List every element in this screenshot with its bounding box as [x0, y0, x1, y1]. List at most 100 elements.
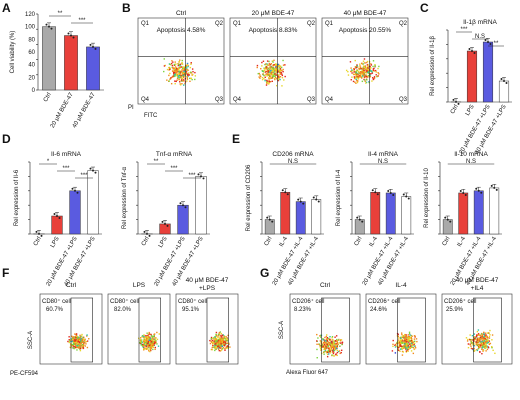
event-dot-g2 — [478, 339, 480, 341]
flow-plot-g1: CD206⁺ cell 24.6% — [365, 293, 437, 365]
event-dot-g2 — [487, 332, 490, 334]
f-xlabel: PE-CF594 — [10, 371, 39, 377]
event-dot-b2 — [374, 64, 376, 67]
panel-label-f: F — [2, 266, 9, 280]
event-dot-f1 — [152, 340, 155, 343]
datapoint-e3 — [490, 184, 493, 187]
event-dot-b2 — [362, 71, 365, 74]
event-dot-f1 — [150, 338, 152, 341]
event-dot-b2 — [363, 68, 365, 70]
event-dot-g0 — [330, 340, 333, 343]
event-dot-g0 — [319, 346, 321, 348]
event-dot-f2 — [219, 331, 221, 333]
event-dot-g1 — [397, 333, 399, 336]
event-dot-b1 — [277, 77, 279, 80]
event-dot-f2 — [223, 336, 225, 338]
event-dot-g2 — [484, 335, 487, 337]
event-dot-b0 — [173, 63, 176, 66]
event-dot-f2 — [221, 334, 224, 336]
datapoint-e1 — [299, 200, 302, 203]
event-dot-g0 — [326, 342, 329, 345]
event-dot-g0 — [330, 348, 333, 351]
event-dot-g0 — [333, 344, 335, 346]
event-dot-f0 — [79, 340, 82, 343]
event-dot-f1 — [140, 343, 142, 345]
event-dot-b2 — [378, 73, 380, 75]
datapoint-d2 — [166, 224, 169, 227]
event-dot-b2 — [370, 70, 372, 72]
event-dot-g0 — [339, 342, 342, 344]
event-dot-f1 — [145, 345, 147, 347]
event-dot-g0 — [329, 344, 332, 347]
event-dot-g1 — [407, 339, 409, 341]
event-dot-b0 — [186, 64, 188, 66]
event-dot-g0 — [324, 341, 327, 344]
event-dot-g0 — [325, 347, 327, 350]
event-dot-f2 — [226, 338, 229, 340]
event-dot-g0 — [338, 350, 341, 352]
event-dot-f2 — [223, 335, 225, 337]
event-dot-f1 — [147, 342, 149, 344]
event-dot-f0 — [82, 343, 85, 346]
event-dot-b0 — [194, 71, 196, 74]
category-label-c: LPS — [465, 104, 476, 117]
event-dot-g2 — [481, 339, 484, 342]
event-dot-f1 — [148, 343, 151, 345]
event-dot-g1 — [408, 339, 410, 341]
event-dot-g2 — [486, 348, 489, 351]
event-dot-g0 — [340, 351, 342, 354]
event-dot-g1 — [405, 337, 407, 339]
event-dot-f1 — [153, 338, 156, 341]
event-dot-g0 — [324, 347, 326, 349]
event-dot-f1 — [141, 339, 143, 341]
event-dot-b2 — [371, 77, 374, 79]
event-dot-f0 — [79, 345, 81, 347]
event-dot-b1 — [268, 83, 270, 85]
datapoint-e3 — [480, 191, 483, 194]
event-dot-g0 — [340, 349, 343, 351]
event-dot-f1 — [141, 335, 143, 338]
datapoint-d1 — [94, 171, 97, 174]
event-dot-g1 — [408, 338, 410, 340]
event-dot-g1 — [405, 345, 407, 347]
gate-value-g0: 8.23% — [294, 307, 312, 313]
event-dot-f1 — [153, 336, 155, 338]
event-dot-f2 — [217, 343, 219, 345]
event-dot-f0 — [74, 346, 77, 349]
event-dot-f1 — [150, 344, 153, 346]
event-dot-b2 — [353, 68, 356, 70]
event-dot-b1 — [270, 66, 272, 69]
event-dot-f0 — [80, 337, 82, 340]
event-dot-b0 — [185, 67, 188, 69]
event-dot-g2 — [473, 343, 475, 346]
event-dot-g2 — [476, 344, 478, 346]
event-dot-b1 — [279, 68, 282, 70]
event-dot-b2 — [359, 72, 362, 75]
event-dot-b1 — [271, 80, 273, 82]
panel-label-a: A — [2, 1, 11, 15]
event-dot-g2 — [479, 340, 481, 342]
event-dot-b2 — [351, 72, 353, 74]
event-dot-b1 — [264, 74, 266, 76]
event-dot-f2 — [217, 347, 220, 349]
event-dot-b1 — [266, 60, 269, 62]
event-dot-g1 — [413, 348, 415, 351]
event-dot-b2 — [362, 63, 365, 65]
event-dot-g0 — [331, 349, 334, 352]
event-dot-b0 — [172, 71, 175, 73]
event-dot-b0 — [180, 79, 183, 81]
datapoint-d2 — [161, 220, 164, 223]
event-dot-b0 — [178, 78, 180, 81]
event-dot-f0 — [79, 342, 82, 345]
event-dot-f2 — [218, 333, 221, 336]
event-dot-b1 — [268, 60, 270, 63]
event-dot-f1 — [150, 341, 153, 343]
event-dot-g0 — [336, 354, 338, 357]
event-dot-b2 — [358, 75, 361, 77]
sig-label-c: ** — [494, 41, 499, 47]
event-dot-g2 — [481, 340, 483, 343]
event-dot-b2 — [362, 65, 365, 67]
event-dot-b2 — [364, 66, 366, 68]
event-dot-f2 — [222, 346, 225, 349]
event-dot-f0 — [78, 339, 81, 341]
